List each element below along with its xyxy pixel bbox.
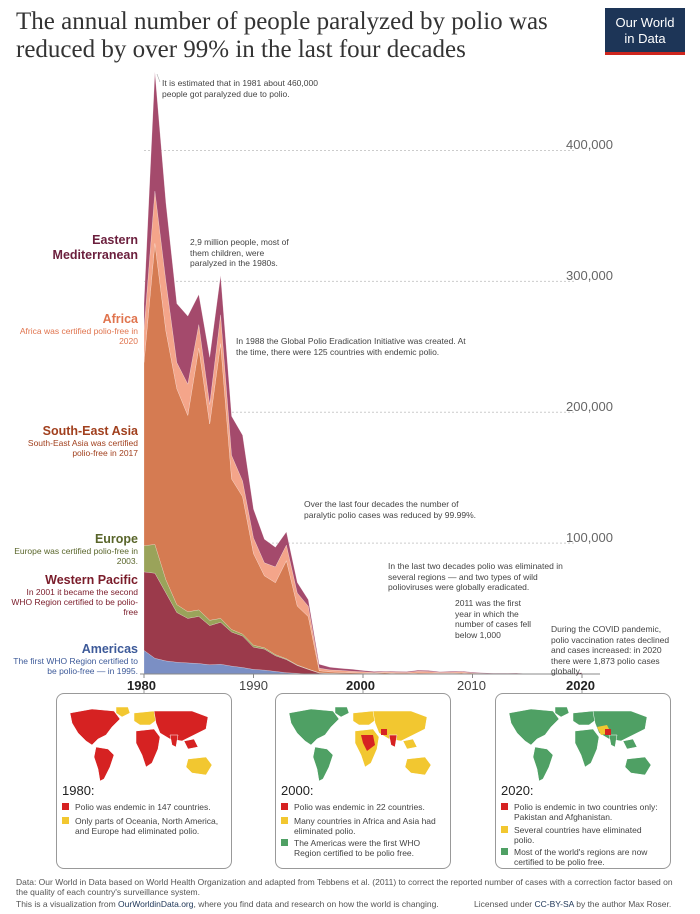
annotation-2011: 2011 was the first year in which the num… [455,598,532,640]
legend-swatch [281,803,288,810]
map-legend-item: Most of the world's regions are now cert… [501,847,661,867]
region-name: South-East Asia [42,424,138,438]
region-name: Western Pacific [45,573,138,587]
x-tick-label-1980: 1980 [127,678,156,693]
annotation-1988: In 1988 the Global Polio Eradication Ini… [236,336,466,357]
region-label-south-east-asia: South-East Asia South-East Asia was cert… [10,424,138,458]
map-legend-item: Polio was endemic in 22 countries. [281,802,441,812]
legend-text: Polio was endemic in 147 countries. [75,802,211,812]
annotation-1981: It is estimated that in 1981 about 460,0… [162,78,318,99]
region-note: South-East Asia was certified polio-free… [27,438,138,458]
region-label-eastern-mediterranean: Eastern Mediterranean [10,233,138,263]
annotation-four-decades: Over the last four decades the number of… [304,499,476,520]
region-note: Europe was certified polio-free in 2003. [14,546,138,566]
legend-text: Several countries have eliminated polio. [514,825,642,845]
legend-text: Polio is endemic in two countries only: … [514,802,658,822]
region-name: Americas [81,642,138,656]
region-note: In 2001 it became the second WHO Region … [11,587,138,617]
region-name: Europe [94,532,138,546]
x-tick-label-1990: 1990 [239,678,268,693]
y-tick-label-300000: 300,000 [566,268,613,283]
legend-swatch [501,848,508,855]
region-label-africa: Africa Africa was certified polio-free i… [10,312,138,346]
map-panel-1980 [56,693,232,869]
region-label-europe: Europe Europe was certified polio-free i… [10,532,138,566]
map-legend-item: Several countries have eliminated polio. [501,825,661,845]
map-legend-item: The Americas were the first WHO Region c… [281,838,441,858]
legend-swatch [281,817,288,824]
legend-text: The Americas were the first WHO Region c… [294,838,421,858]
legend-text: Only parts of Oceania, North America, an… [75,816,219,836]
region-label-western-pacific: Western Pacific In 2001 it became the se… [10,573,138,617]
map-legend-item: Only parts of Oceania, North America, an… [62,816,222,836]
owid-logo[interactable]: Our World in Data [605,8,685,54]
region-label-americas: Americas The first WHO Region certified … [10,642,138,676]
y-tick-label-400000: 400,000 [566,137,613,152]
annotation-1980s: 2,9 million people, most of them childre… [190,237,289,268]
annotation-leader-1981 [156,73,161,83]
legend-text: Many countries in Africa and Asia had el… [294,816,436,836]
region-name: Africa [102,312,138,326]
logo-accent-bar [605,52,685,55]
annotation-covid: During the COVID pandemic, polio vaccina… [551,624,670,676]
page-title: The annual number of people paralyzed by… [16,8,548,63]
owid-link[interactable]: OurWorldinData.org [118,899,194,909]
footer-data-source: Data: Our World in Data based on World H… [16,877,673,897]
legend-text: Polio was endemic in 22 countries. [294,802,425,812]
x-tick-label-2000: 2000 [346,678,375,693]
stacked-area-chart [140,71,600,694]
map-legend-item: Polio is endemic in two countries only: … [501,802,661,822]
legend-swatch [501,826,508,833]
legend-swatch [281,839,288,846]
map-year-2020: 2020: [501,783,534,798]
region-note: Africa was certified polio-free in 2020 [19,326,138,346]
legend-swatch [501,803,508,810]
y-tick-label-100000: 100,000 [566,530,613,545]
region-note: The first WHO Region certified to be pol… [13,656,138,676]
map-year-1980: 1980: [62,783,95,798]
footer-license: Licensed under CC-BY-SA by the author Ma… [474,899,672,909]
footer-attribution: This is a visualization from OurWorldinD… [16,899,439,909]
y-tick-label-200000: 200,000 [566,399,613,414]
x-tick-label-2020: 2020 [566,678,595,693]
legend-swatch [62,803,69,810]
legend-text: Most of the world's regions are now cert… [514,847,648,867]
annotation-two-decades: In the last two decades polio was elimin… [388,561,563,592]
region-name: Eastern Mediterranean [52,233,138,262]
x-tick-label-2010: 2010 [457,678,486,693]
legend-swatch [62,817,69,824]
map-legend-item: Polio was endemic in 147 countries. [62,802,222,812]
map-year-2000: 2000: [281,783,314,798]
map-legend-item: Many countries in Africa and Asia had el… [281,816,441,836]
license-link[interactable]: CC-BY-SA [534,899,574,909]
